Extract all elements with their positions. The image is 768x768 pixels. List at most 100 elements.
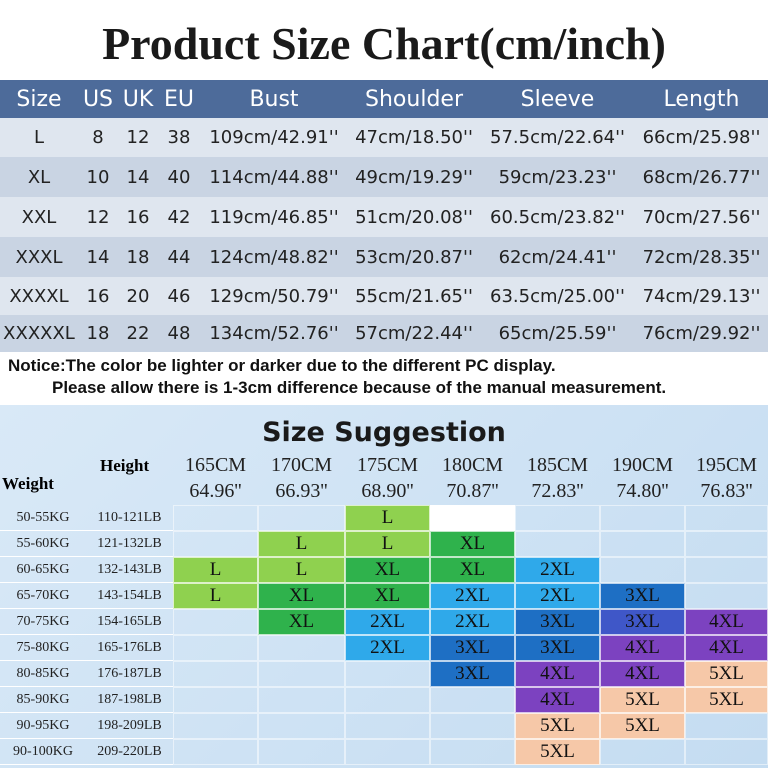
size-cell: L (345, 531, 430, 557)
empty-cell (173, 687, 258, 713)
table-cell: 46 (167, 285, 191, 307)
table-cell: 72cm/28.35'' (642, 246, 761, 268)
table-header-cell: EU (158, 80, 200, 118)
table-cell: 14 (126, 166, 150, 188)
table-cell: 57cm/22.44'' (355, 323, 473, 344)
size-cell: 4XL (685, 609, 768, 635)
table-cell: 57.5cm/22.64'' (490, 127, 625, 148)
empty-cell (685, 557, 768, 583)
weight-lb: 143-154LB (86, 583, 173, 609)
weight-lb: 121-132LB (86, 531, 173, 557)
table-row-bg (0, 157, 768, 197)
size-cell: 2XL (345, 609, 430, 635)
empty-cell (345, 739, 430, 765)
table-cell: 48 (167, 323, 191, 344)
size-cell: 5XL (685, 661, 768, 687)
table-cell: 59cm/23.23'' (498, 166, 617, 188)
table-cell: XL (27, 166, 51, 188)
table-cell: 53cm/20.87'' (355, 246, 473, 268)
size-cell: 2XL (345, 635, 430, 661)
empty-cell (515, 505, 600, 531)
table-header-cell: UK (118, 80, 158, 118)
table-cell: 38 (167, 127, 191, 148)
table-cell: 10 (86, 166, 110, 188)
height-in: 66.93'' (275, 479, 328, 502)
size-cell: XL (430, 531, 515, 557)
empty-cell (345, 661, 430, 687)
weight-kg: 60-65KG (0, 557, 86, 583)
table-cell: XXXXL (9, 285, 69, 307)
size-cell: XL (258, 583, 345, 609)
table-cell: L (33, 127, 45, 148)
size-cell: 4XL (685, 635, 768, 661)
height-cm: 165CM (184, 453, 247, 476)
table-cell: 22 (126, 323, 150, 344)
height-in: 64.96'' (189, 479, 242, 502)
size-cell: L (345, 505, 430, 531)
weight-lb: 176-187LB (86, 661, 173, 687)
table-cell: 76cm/29.92'' (642, 323, 761, 344)
size-cell: L (258, 557, 345, 583)
empty-cell (345, 687, 430, 713)
size-cell: L (258, 531, 345, 557)
size-cell: 3XL (600, 609, 685, 635)
table-row-bg (0, 315, 768, 352)
height-in: 70.87'' (446, 479, 499, 502)
empty-cell (600, 739, 685, 765)
empty-cell (600, 505, 685, 531)
table-cell: 55cm/21.65'' (355, 285, 473, 307)
table-cell: 40 (167, 166, 191, 188)
size-cell: 3XL (515, 609, 600, 635)
empty-cell (173, 505, 258, 531)
weight-kg: 85-90KG (0, 687, 86, 713)
empty-cell (173, 661, 258, 687)
suggestion-title: Size Suggestion (262, 416, 506, 448)
size-cell: L (173, 557, 258, 583)
weight-kg: 90-95KG (0, 713, 86, 739)
size-cell: 3XL (515, 635, 600, 661)
weight-lb: 198-209LB (86, 713, 173, 739)
size-cell: 2XL (430, 609, 515, 635)
table-header-cell: Shoulder (348, 80, 480, 118)
size-cell: 2XL (430, 583, 515, 609)
table-cell: 47cm/18.50'' (355, 127, 473, 148)
table-cell: 109cm/42.91'' (209, 127, 339, 148)
table-cell: 70cm/27.56'' (642, 206, 761, 228)
table-cell: 16 (126, 206, 150, 228)
weight-kg: 90-100KG (0, 739, 86, 765)
empty-cell (258, 739, 345, 765)
empty-cell (430, 687, 515, 713)
height-in: 68.90'' (361, 479, 414, 502)
height-cm: 185CM (526, 453, 589, 476)
height-in: 72.83'' (531, 479, 584, 502)
notice-line: Please allow there is 1-3cm difference b… (52, 378, 667, 397)
table-cell: 68cm/26.77'' (642, 166, 761, 188)
table-cell: 18 (86, 323, 110, 344)
table-cell: 65cm/25.59'' (498, 323, 617, 344)
table-cell: 63.5cm/25.00'' (490, 285, 625, 307)
empty-cell (258, 687, 345, 713)
empty-cell (173, 531, 258, 557)
table-cell: 134cm/52.76'' (209, 323, 339, 344)
table-row-bg (0, 237, 768, 277)
size-cell: 4XL (515, 661, 600, 687)
height-cm: 195CM (695, 453, 758, 476)
table-cell: 18 (126, 246, 150, 268)
table-cell: 66cm/25.98'' (642, 127, 761, 148)
table-cell: 16 (86, 285, 110, 307)
empty-cell (430, 739, 515, 765)
size-cell (430, 505, 515, 531)
notice-line: Notice:The color be lighter or darker du… (8, 356, 556, 375)
height-cm: 190CM (611, 453, 674, 476)
table-cell: 62cm/24.41'' (498, 246, 617, 268)
empty-cell (685, 583, 768, 609)
table-cell: 44 (167, 246, 191, 268)
table-cell: 129cm/50.79'' (209, 285, 339, 307)
table-cell: 49cm/19.29'' (355, 166, 473, 188)
empty-cell (258, 635, 345, 661)
empty-cell (345, 713, 430, 739)
table-cell: 114cm/44.88'' (209, 166, 339, 188)
size-cell: XL (345, 583, 430, 609)
weight-kg: 50-55KG (0, 505, 86, 531)
size-cell: 5XL (685, 687, 768, 713)
